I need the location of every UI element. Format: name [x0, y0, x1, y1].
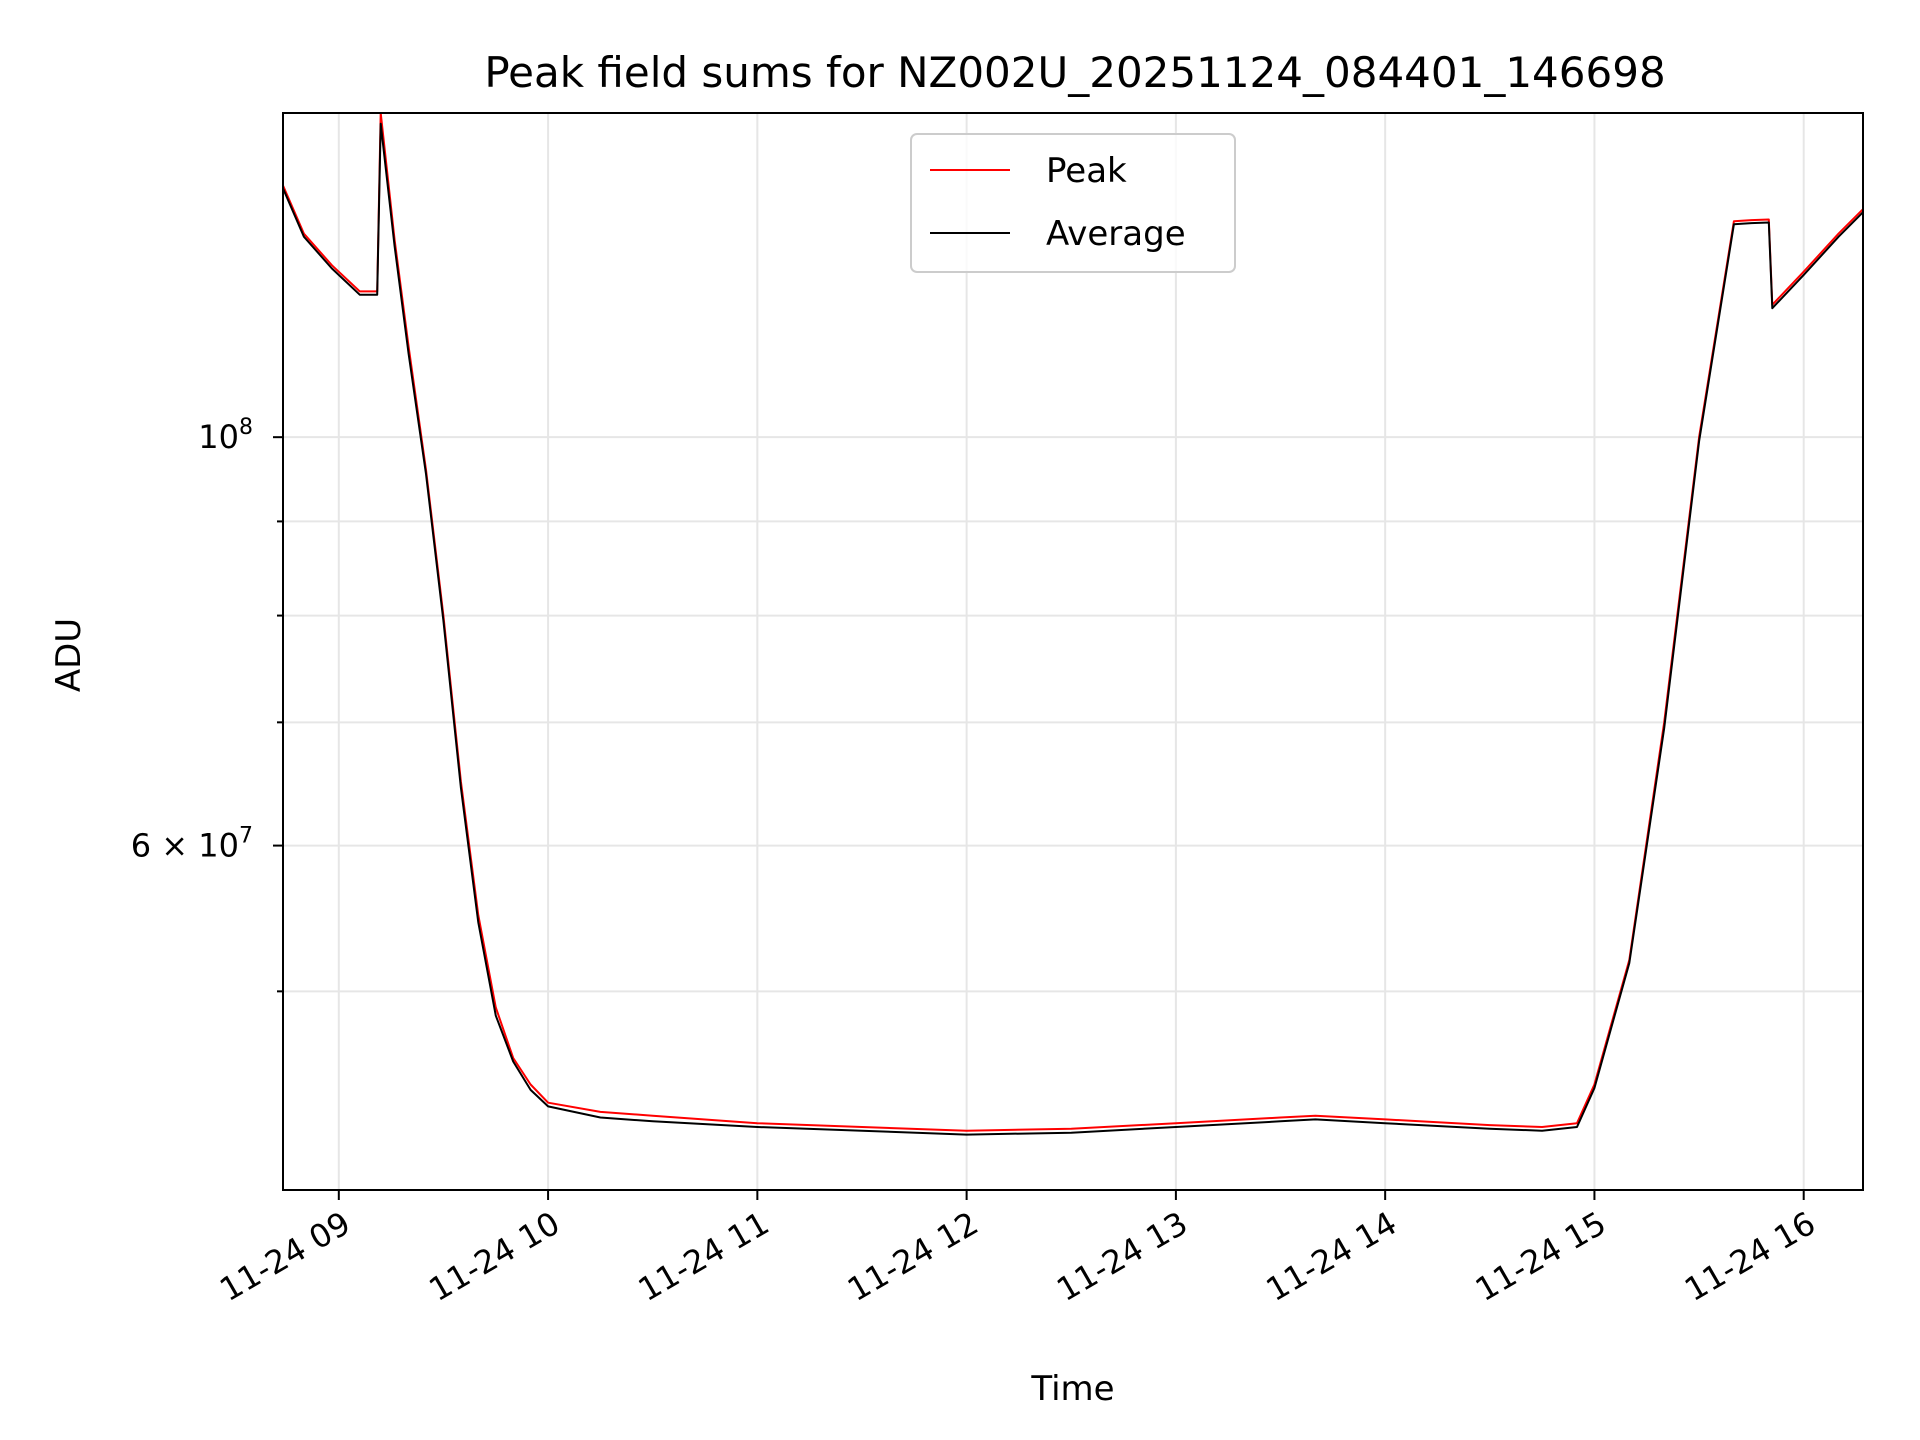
y-tick-label-base: 6 × 10: [131, 827, 239, 865]
y-axis-title: ADU: [49, 618, 89, 692]
legend-average-label: Average: [1046, 214, 1186, 254]
grid-lines: [283, 113, 1863, 1190]
y-tick-label-exponent: 7: [239, 824, 253, 849]
y-tick-label-base: 10: [198, 418, 239, 456]
y-tick-label-exponent: 8: [239, 415, 253, 440]
legend-peak-label: Peak: [1046, 151, 1127, 191]
plot-frame: [282, 112, 1864, 1191]
legend: Peak Average: [910, 133, 1236, 273]
chart-title: Peak field sums for NZ002U_20251124_0844…: [484, 48, 1665, 97]
y-tick-label: 108: [198, 415, 253, 456]
data-series: [282, 112, 1864, 1136]
y-tick-label: 6 × 107: [131, 824, 253, 865]
legend-box: [910, 133, 1236, 273]
x-axis-title: Time: [1030, 1369, 1114, 1409]
y-axis: 108 6 × 107: [131, 415, 283, 993]
series-line-average: [282, 122, 1864, 1136]
